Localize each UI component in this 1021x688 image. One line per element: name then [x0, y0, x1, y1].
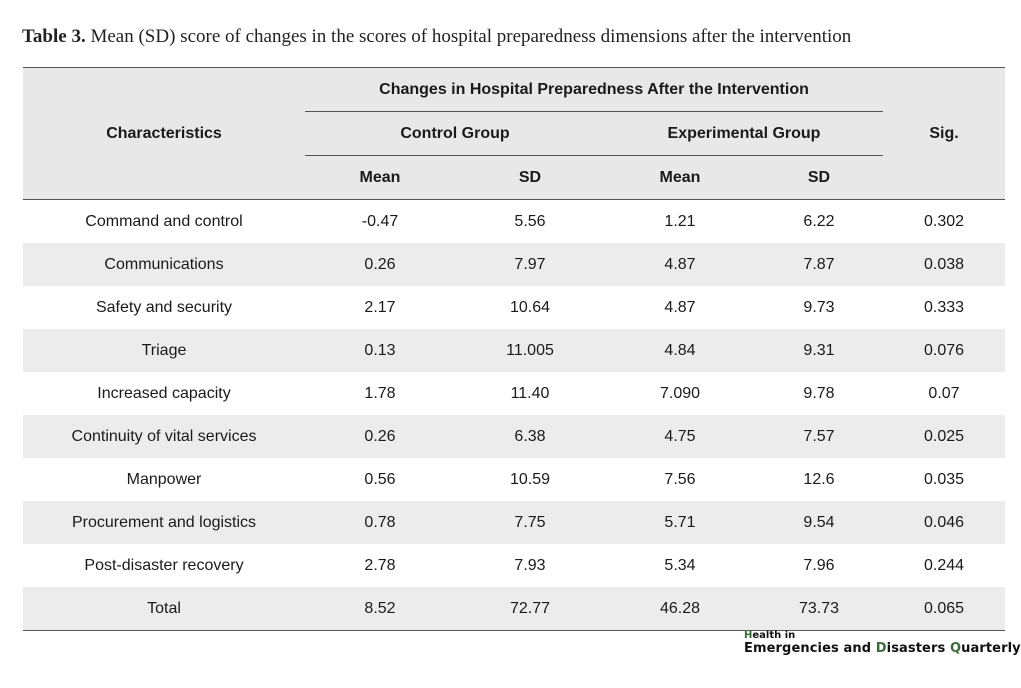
- table-caption: Table 3. Mean (SD) score of changes in t…: [22, 26, 851, 48]
- control-mean-cell: 0.26: [364, 427, 396, 445]
- control-sd-cell: 10.64: [509, 298, 551, 316]
- table-row: Continuity of vital services 0.26 6.38 4…: [23, 415, 1005, 458]
- experimental-mean-cell: 4.87: [664, 298, 696, 316]
- sig-cell: 0.333: [923, 298, 965, 316]
- table-row: Triage 0.13 11.005 4.84 9.31 0.076: [23, 329, 1005, 372]
- table-row: Communications 0.26 7.97 4.87 7.87 0.038: [23, 243, 1005, 286]
- control-sd-cell: 10.59: [509, 470, 551, 488]
- table-caption-text: Mean (SD) score of changes in the scores…: [85, 26, 852, 47]
- sig-cell: 0.244: [923, 556, 965, 574]
- sig-cell: 0.046: [923, 513, 965, 531]
- control-mean-cell: 0.78: [364, 513, 396, 531]
- control-sd-cell: 72.77: [509, 599, 551, 617]
- control-sd-cell: 7.75: [514, 513, 546, 531]
- journal-logo-line2: Emergencies and Disasters Quarterly: [744, 641, 1021, 656]
- table-row: Command and control -0.47 5.56 1.21 6.22…: [23, 200, 1005, 244]
- header-control-group: Control Group: [305, 111, 605, 156]
- sig-cell: 0.302: [923, 212, 965, 230]
- header-experimental-sd: SD: [807, 168, 831, 186]
- row-characteristic: Safety and security: [95, 298, 233, 316]
- experimental-sd-cell: 9.78: [803, 384, 835, 402]
- sig-cell: 0.038: [923, 255, 965, 273]
- experimental-mean-cell: 4.75: [664, 427, 696, 445]
- table-caption-label: Table 3.: [22, 26, 86, 47]
- experimental-sd-cell: 9.31: [803, 341, 835, 359]
- header-changes-group: Changes in Hospital Preparedness After t…: [305, 67, 883, 112]
- experimental-sd-cell: 12.6: [803, 470, 835, 488]
- results-table: Characteristics Changes in Hospital Prep…: [23, 67, 1005, 631]
- experimental-sd-cell: 6.22: [803, 212, 835, 230]
- experimental-sd-cell: 73.73: [798, 599, 840, 617]
- row-characteristic: Procurement and logistics: [71, 513, 257, 531]
- control-mean-cell: 2.78: [364, 556, 396, 574]
- control-sd-cell: 11.40: [510, 384, 550, 402]
- table-row-total: Total 8.52 72.77 46.28 73.73 0.065: [23, 587, 1005, 631]
- experimental-mean-cell: 4.84: [664, 341, 696, 359]
- table-row: Procurement and logistics 0.78 7.75 5.71…: [23, 501, 1005, 544]
- control-mean-cell: 2.17: [364, 298, 396, 316]
- experimental-mean-cell: 1.21: [664, 212, 696, 230]
- sig-cell: 0.07: [928, 384, 960, 402]
- control-sd-cell: 11.005: [506, 341, 554, 359]
- sig-cell: 0.076: [923, 341, 965, 359]
- experimental-mean-cell: 7.090: [659, 384, 701, 402]
- control-sd-cell: 6.38: [514, 427, 546, 445]
- header-experimental-mean: Mean: [659, 168, 701, 186]
- experimental-mean-cell: 4.87: [664, 255, 696, 273]
- control-mean-cell: 0.56: [364, 470, 396, 488]
- experimental-sd-cell: 7.57: [803, 427, 835, 445]
- row-characteristic: Total: [147, 599, 181, 617]
- table-row: Safety and security 2.17 10.64 4.87 9.73…: [23, 286, 1005, 329]
- row-characteristic: Manpower: [126, 470, 202, 488]
- experimental-sd-cell: 7.87: [803, 255, 835, 273]
- sig-cell: 0.025: [923, 427, 965, 445]
- row-characteristic: Continuity of vital services: [71, 427, 257, 445]
- experimental-mean-cell: 7.56: [664, 470, 696, 488]
- header-control-mean: Mean: [359, 168, 401, 186]
- row-characteristic: Command and control: [85, 212, 243, 230]
- header-sig: Sig.: [929, 124, 959, 142]
- control-mean-cell: 0.13: [364, 341, 396, 359]
- control-sd-cell: 7.93: [514, 556, 546, 574]
- control-mean-cell: -0.47: [361, 212, 399, 230]
- control-sd-cell: 5.56: [514, 212, 546, 230]
- table-row: Manpower 0.56 10.59 7.56 12.6 0.035: [23, 458, 1005, 501]
- control-sd-cell: 7.97: [514, 255, 546, 273]
- header-experimental-group: Experimental Group: [605, 111, 883, 156]
- control-mean-cell: 0.26: [364, 255, 396, 273]
- control-mean-cell: 1.78: [364, 384, 396, 402]
- experimental-mean-cell: 5.71: [664, 513, 696, 531]
- header-control-sd: SD: [518, 168, 542, 186]
- control-mean-cell: 8.52: [364, 599, 396, 617]
- header-characteristics: Characteristics: [106, 124, 222, 142]
- table-row: Increased capacity 1.78 11.40 7.090 9.78…: [23, 372, 1005, 415]
- row-characteristic: Triage: [141, 341, 187, 359]
- experimental-mean-cell: 5.34: [664, 556, 696, 574]
- experimental-sd-cell: 7.96: [803, 556, 835, 574]
- row-characteristic: Post-disaster recovery: [84, 556, 244, 574]
- sig-cell: 0.065: [923, 599, 965, 617]
- row-characteristic: Increased capacity: [97, 384, 231, 402]
- experimental-sd-cell: 9.54: [803, 513, 835, 531]
- row-characteristic: Communications: [104, 255, 224, 273]
- journal-logo-line1: Health in: [744, 630, 796, 641]
- journal-logo: Health in Emergencies and Disasters Quar…: [744, 630, 1021, 657]
- experimental-sd-cell: 9.73: [803, 298, 835, 316]
- sig-cell: 0.035: [923, 470, 965, 488]
- experimental-mean-cell: 46.28: [659, 599, 701, 617]
- table-row: Post-disaster recovery 2.78 7.93 5.34 7.…: [23, 544, 1005, 587]
